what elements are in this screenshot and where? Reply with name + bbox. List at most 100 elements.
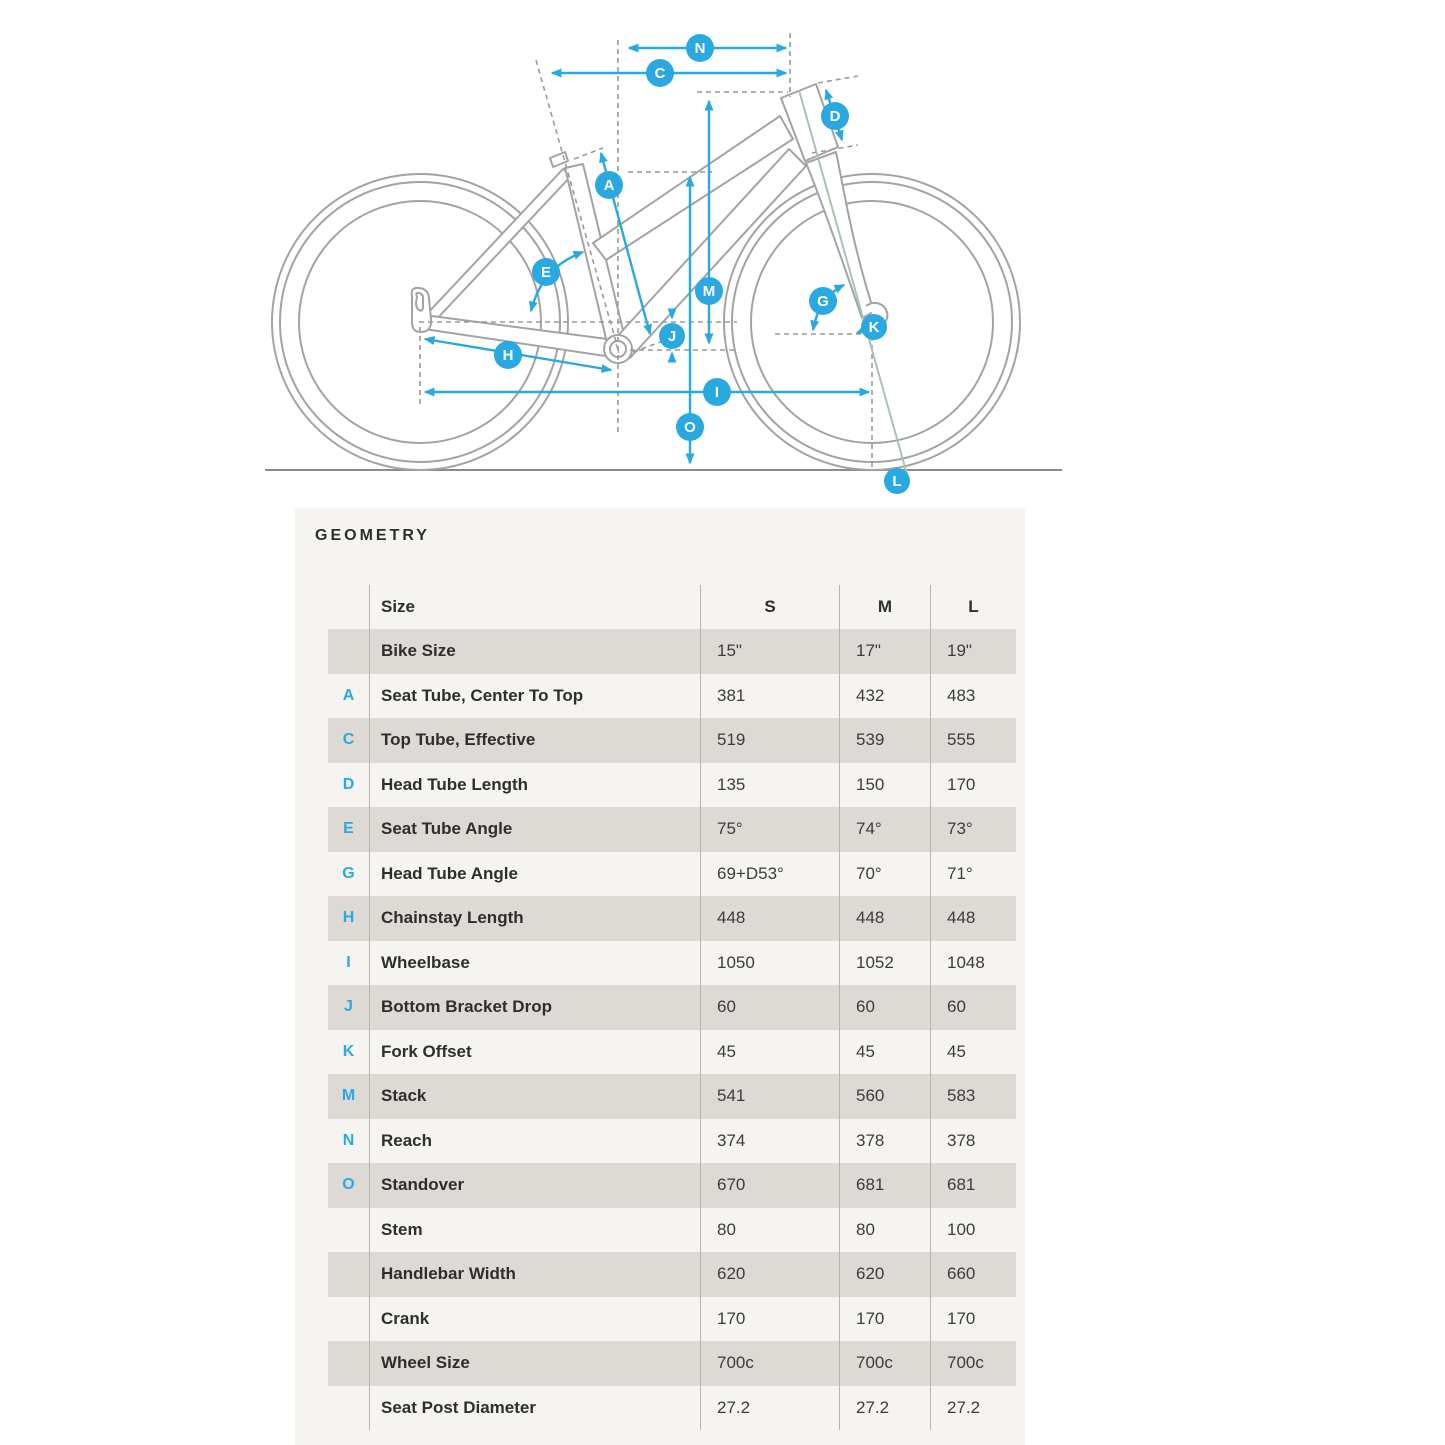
row-letter: H bbox=[342, 909, 355, 927]
geometry-table-row: Wheel Size 700c 700c 700c bbox=[328, 1341, 1016, 1386]
diagram-label-A: A bbox=[604, 177, 615, 194]
row-value-l: 100 bbox=[930, 1207, 1016, 1252]
row-letter: I bbox=[346, 953, 351, 971]
row-value-m: 560 bbox=[839, 1074, 930, 1119]
header-letter-spacer bbox=[328, 585, 369, 629]
geometry-table-row: G Head Tube Angle 69+D53° 70° 71° bbox=[328, 851, 1016, 896]
row-letter: J bbox=[344, 998, 353, 1016]
diagram-label-M: M bbox=[703, 283, 716, 300]
row-letter: M bbox=[341, 1087, 356, 1105]
row-value-s: 27.2 bbox=[700, 1385, 839, 1430]
row-value-m: 700c bbox=[839, 1341, 930, 1386]
row-label: Head Tube Angle bbox=[369, 851, 700, 896]
dimension-labels: N C D A E M G K J H I O L bbox=[494, 34, 910, 494]
geometry-table-row: C Top Tube, Effective 519 539 555 bbox=[328, 718, 1016, 763]
row-label: Wheel Size bbox=[369, 1341, 700, 1386]
row-letter: C bbox=[342, 731, 355, 749]
row-letter bbox=[328, 1341, 369, 1386]
row-letter: G bbox=[342, 864, 355, 882]
row-value-l: 170 bbox=[930, 1296, 1016, 1341]
row-letter: E bbox=[343, 820, 354, 838]
geometry-table-row: Crank 170 170 170 bbox=[328, 1296, 1016, 1342]
row-value-l: 660 bbox=[930, 1252, 1016, 1297]
seat-top-ext bbox=[573, 147, 604, 160]
diagram-label-G: G bbox=[817, 293, 829, 310]
row-value-l: 583 bbox=[930, 1074, 1016, 1119]
row-label: Reach bbox=[369, 1118, 700, 1163]
head-tube-bottom-ext bbox=[811, 144, 859, 154]
bike-geometry-diagram: N C D A E M G K J H I O L bbox=[265, 33, 1062, 494]
header-col-s: S bbox=[700, 585, 839, 629]
geometry-table-row: K Fork Offset 45 45 45 bbox=[328, 1029, 1016, 1074]
diagram-label-O: O bbox=[684, 419, 696, 436]
row-value-l: 71° bbox=[930, 851, 1016, 896]
row-value-m: 1052 bbox=[839, 940, 930, 985]
row-value-s: 620 bbox=[700, 1252, 839, 1297]
row-value-l: 73° bbox=[930, 807, 1016, 852]
row-value-m: 681 bbox=[839, 1163, 930, 1208]
row-value-s: 80 bbox=[700, 1207, 839, 1252]
row-letter bbox=[328, 1208, 369, 1253]
row-letter bbox=[328, 1297, 369, 1342]
row-value-s: 374 bbox=[700, 1118, 839, 1163]
row-value-l: 27.2 bbox=[930, 1385, 1016, 1430]
row-letter: A bbox=[342, 686, 355, 704]
row-value-l: 700c bbox=[930, 1341, 1016, 1386]
geometry-table-row: Handlebar Width 620 620 660 bbox=[328, 1252, 1016, 1297]
geometry-table-row: Seat Post Diameter 27.2 27.2 27.2 bbox=[328, 1385, 1016, 1431]
geometry-table-row: I Wheelbase 1050 1052 1048 bbox=[328, 940, 1016, 985]
row-label: Wheelbase bbox=[369, 940, 700, 985]
row-value-m: 45 bbox=[839, 1029, 930, 1074]
row-value-m: 70° bbox=[839, 851, 930, 896]
row-value-s: 69+D53° bbox=[700, 851, 839, 896]
row-label: Chainstay Length bbox=[369, 896, 700, 941]
row-value-s: 15" bbox=[700, 629, 839, 674]
row-value-m: 150 bbox=[839, 762, 930, 807]
row-letter: K bbox=[342, 1042, 355, 1060]
geometry-table-row: M Stack 541 560 583 bbox=[328, 1074, 1016, 1119]
diagram-label-N: N bbox=[695, 40, 706, 57]
geometry-table-row: Stem 80 80 100 bbox=[328, 1207, 1016, 1253]
geometry-table-row: Bike Size 15" 17" 19" bbox=[328, 629, 1016, 674]
front-wheel bbox=[723, 173, 1021, 471]
geometry-table: Size S M L Bike Size 15" 17" 19" A Seat Tube,… bbox=[328, 585, 1016, 1430]
row-value-m: 432 bbox=[839, 673, 930, 718]
row-value-s: 170 bbox=[700, 1296, 839, 1341]
row-label: Crank bbox=[369, 1296, 700, 1341]
row-value-m: 170 bbox=[839, 1296, 930, 1341]
row-label: Bottom Bracket Drop bbox=[369, 985, 700, 1030]
head-tube-top-ext bbox=[817, 75, 859, 84]
geometry-table-row: D Head Tube Length 135 150 170 bbox=[328, 762, 1016, 807]
row-letter: D bbox=[342, 775, 355, 793]
row-label: Stack bbox=[369, 1074, 700, 1119]
diagram-label-H: H bbox=[503, 347, 514, 364]
row-value-s: 519 bbox=[700, 718, 839, 763]
row-value-s: 135 bbox=[700, 762, 839, 807]
row-label: Standover bbox=[369, 1163, 700, 1208]
diagram-label-K: K bbox=[869, 319, 880, 336]
head-tube bbox=[780, 83, 839, 162]
seat-stay bbox=[424, 168, 573, 324]
geometry-table-header: Size S M L bbox=[328, 585, 1016, 629]
row-label: Top Tube, Effective bbox=[369, 718, 700, 763]
row-value-m: 60 bbox=[839, 985, 930, 1030]
row-label: Head Tube Length bbox=[369, 762, 700, 807]
row-label: Fork Offset bbox=[369, 1029, 700, 1074]
row-letter: N bbox=[342, 1131, 355, 1149]
row-value-m: 80 bbox=[839, 1207, 930, 1252]
row-label: Bike Size bbox=[369, 629, 700, 674]
rear-dropout-slot bbox=[415, 291, 425, 312]
row-value-l: 483 bbox=[930, 673, 1016, 718]
row-letter bbox=[328, 1252, 369, 1297]
row-label: Stem bbox=[369, 1207, 700, 1252]
row-value-m: 620 bbox=[839, 1252, 930, 1297]
row-label: Seat Tube Angle bbox=[369, 807, 700, 852]
row-letter: O bbox=[342, 1176, 355, 1194]
row-value-m: 539 bbox=[839, 718, 930, 763]
row-letter bbox=[328, 1386, 369, 1431]
row-value-l: 45 bbox=[930, 1029, 1016, 1074]
diagram-label-E: E bbox=[541, 264, 551, 281]
row-value-m: 448 bbox=[839, 896, 930, 941]
row-value-s: 45 bbox=[700, 1029, 839, 1074]
